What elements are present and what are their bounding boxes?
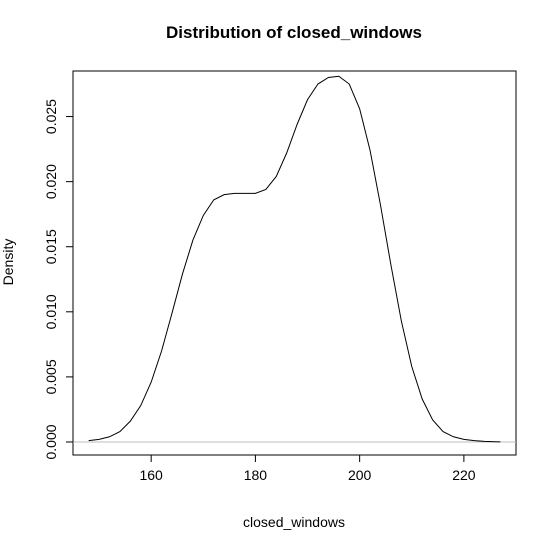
- x-tick-label: 220: [452, 467, 476, 483]
- y-axis: 0.000 0.005 0.010 0.015 0.020 0.025: [43, 99, 74, 460]
- y-tick-label: 0.005: [43, 359, 59, 394]
- y-tick-label: 0.020: [43, 164, 59, 199]
- density-curve: [88, 75, 501, 443]
- y-axis-label: Density: [0, 239, 16, 286]
- chart-title: Distribution of closed_windows: [166, 23, 422, 42]
- x-axis-label: closed_windows: [243, 514, 345, 530]
- x-tick-label: 200: [348, 467, 372, 483]
- plot-frame: [72, 70, 517, 456]
- y-tick-label: 0.015: [43, 229, 59, 264]
- x-axis: 160 180 200 220: [139, 454, 476, 483]
- x-tick-label: 160: [139, 467, 163, 483]
- y-tick-label: 0.025: [43, 99, 59, 134]
- x-tick-label: 180: [244, 467, 268, 483]
- y-tick-label: 0.010: [43, 294, 59, 329]
- y-tick-label: 0.000: [43, 424, 59, 459]
